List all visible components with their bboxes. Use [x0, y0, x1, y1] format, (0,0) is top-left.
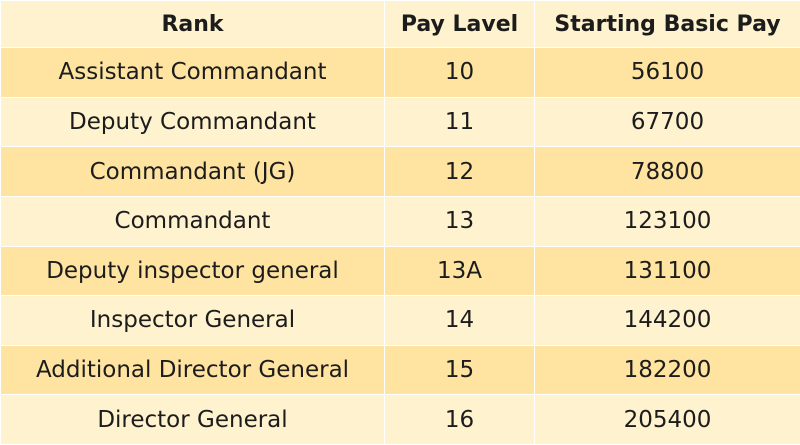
pay-level-cell: 15 [384, 344, 535, 396]
pay-level-cell: 14 [384, 295, 535, 346]
rank-cell: Additional Director General [0, 344, 385, 396]
table-row: Director General 16 205400 [0, 394, 800, 445]
table-row: Commandant 13 123100 [0, 195, 800, 247]
table-row: Inspector General 14 144200 [0, 295, 800, 346]
table-body: Assistant Commandant 10 56100 Deputy Com… [0, 47, 800, 445]
table-header: Rank Pay Lavel Starting Basic Pay [0, 0, 800, 48]
starting-basic-pay-cell: 131100 [534, 245, 800, 297]
pay-level-cell: 10 [384, 47, 535, 98]
rank-cell: Director General [0, 394, 385, 445]
table-row: Additional Director General 15 182200 [0, 344, 800, 396]
table-row: Deputy Commandant 11 67700 [0, 96, 800, 148]
rank-cell: Inspector General [0, 295, 385, 346]
starting-basic-pay-cell: 56100 [534, 47, 800, 98]
starting-basic-pay-cell: 205400 [534, 394, 800, 445]
pay-level-cell: 13 [384, 195, 535, 247]
rank-cell: Commandant [0, 195, 385, 247]
header-row: Rank Pay Lavel Starting Basic Pay [0, 0, 800, 48]
starting-basic-pay-cell: 123100 [534, 195, 800, 247]
pay-level-cell: 13A [384, 245, 535, 297]
rank-cell: Deputy inspector general [0, 245, 385, 297]
column-header-starting-basic-pay: Starting Basic Pay [534, 0, 800, 48]
rank-cell: Commandant (JG) [0, 146, 385, 197]
starting-basic-pay-cell: 67700 [534, 96, 800, 148]
starting-basic-pay-cell: 182200 [534, 344, 800, 396]
pay-level-cell: 11 [384, 96, 535, 148]
column-header-rank: Rank [0, 0, 385, 48]
table-row: Deputy inspector general 13A 131100 [0, 245, 800, 297]
column-header-pay-level: Pay Lavel [384, 0, 535, 48]
rank-cell: Assistant Commandant [0, 47, 385, 98]
pay-level-cell: 12 [384, 146, 535, 197]
starting-basic-pay-cell: 144200 [534, 295, 800, 346]
table-row: Assistant Commandant 10 56100 [0, 47, 800, 98]
table-row: Commandant (JG) 12 78800 [0, 146, 800, 197]
pay-level-cell: 16 [384, 394, 535, 445]
rank-cell: Deputy Commandant [0, 96, 385, 148]
starting-basic-pay-cell: 78800 [534, 146, 800, 197]
